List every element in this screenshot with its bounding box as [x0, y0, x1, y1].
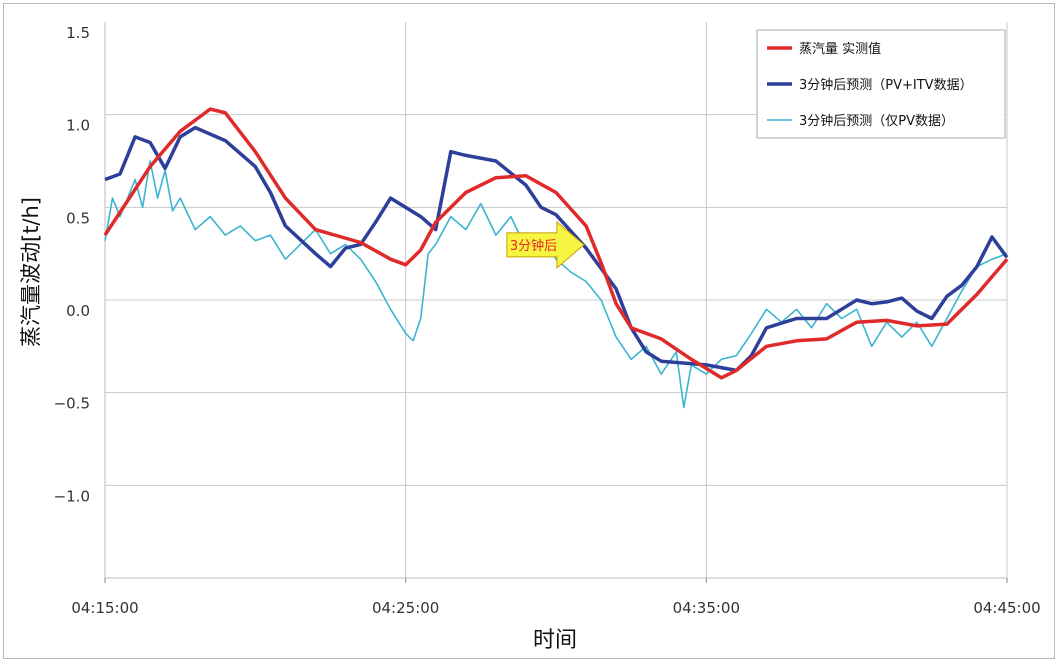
legend-label: 3分钟后预测（PV+ITV数据） [799, 77, 973, 93]
x-axis-ticks: 04:15:00 04:25:00 04:35:00 04:45:00 [71, 599, 1040, 617]
series-line-2 [104, 125, 1009, 373]
legend: 蒸汽量 实测值 3分钟后预测（PV+ITV数据） 3分钟后预测（仅PV数据） [756, 29, 1006, 139]
x-tick-label: 04:15:00 [71, 599, 138, 617]
y-axis-ticks: 1.5 1.0 0.5 0.0 −0.5 −1.0 [54, 24, 90, 505]
series-line-3 [104, 160, 1008, 409]
y-tick-label: −0.5 [54, 395, 90, 413]
legend-box [756, 29, 1006, 139]
x-axis-title: 时间 [533, 628, 577, 653]
x-tick-label: 04:45:00 [973, 599, 1040, 617]
y-axis-title: 蒸汽量波动[t/h] [19, 197, 43, 347]
y-tick-label: 1.5 [66, 24, 90, 42]
legend-label: 蒸汽量 实测值 [799, 41, 881, 57]
y-tick-label: 0.5 [66, 209, 90, 227]
annotation-label: 3分钟后 [510, 238, 557, 254]
legend-label: 3分钟后预测（仅PV数据） [799, 113, 954, 129]
x-tick-label: 04:25:00 [372, 599, 439, 617]
annotation-arrow: 3分钟后 [506, 220, 585, 269]
chart-frame [3, 3, 1055, 659]
y-tick-label: 0.0 [66, 302, 90, 320]
series-lines [103, 107, 1009, 409]
series-line-1 [103, 107, 1009, 380]
arrow-shape [506, 220, 585, 269]
x-tick-label: 04:35:00 [673, 599, 740, 617]
y-tick-label: 1.0 [66, 117, 90, 135]
y-tick-label: −1.0 [54, 487, 90, 505]
